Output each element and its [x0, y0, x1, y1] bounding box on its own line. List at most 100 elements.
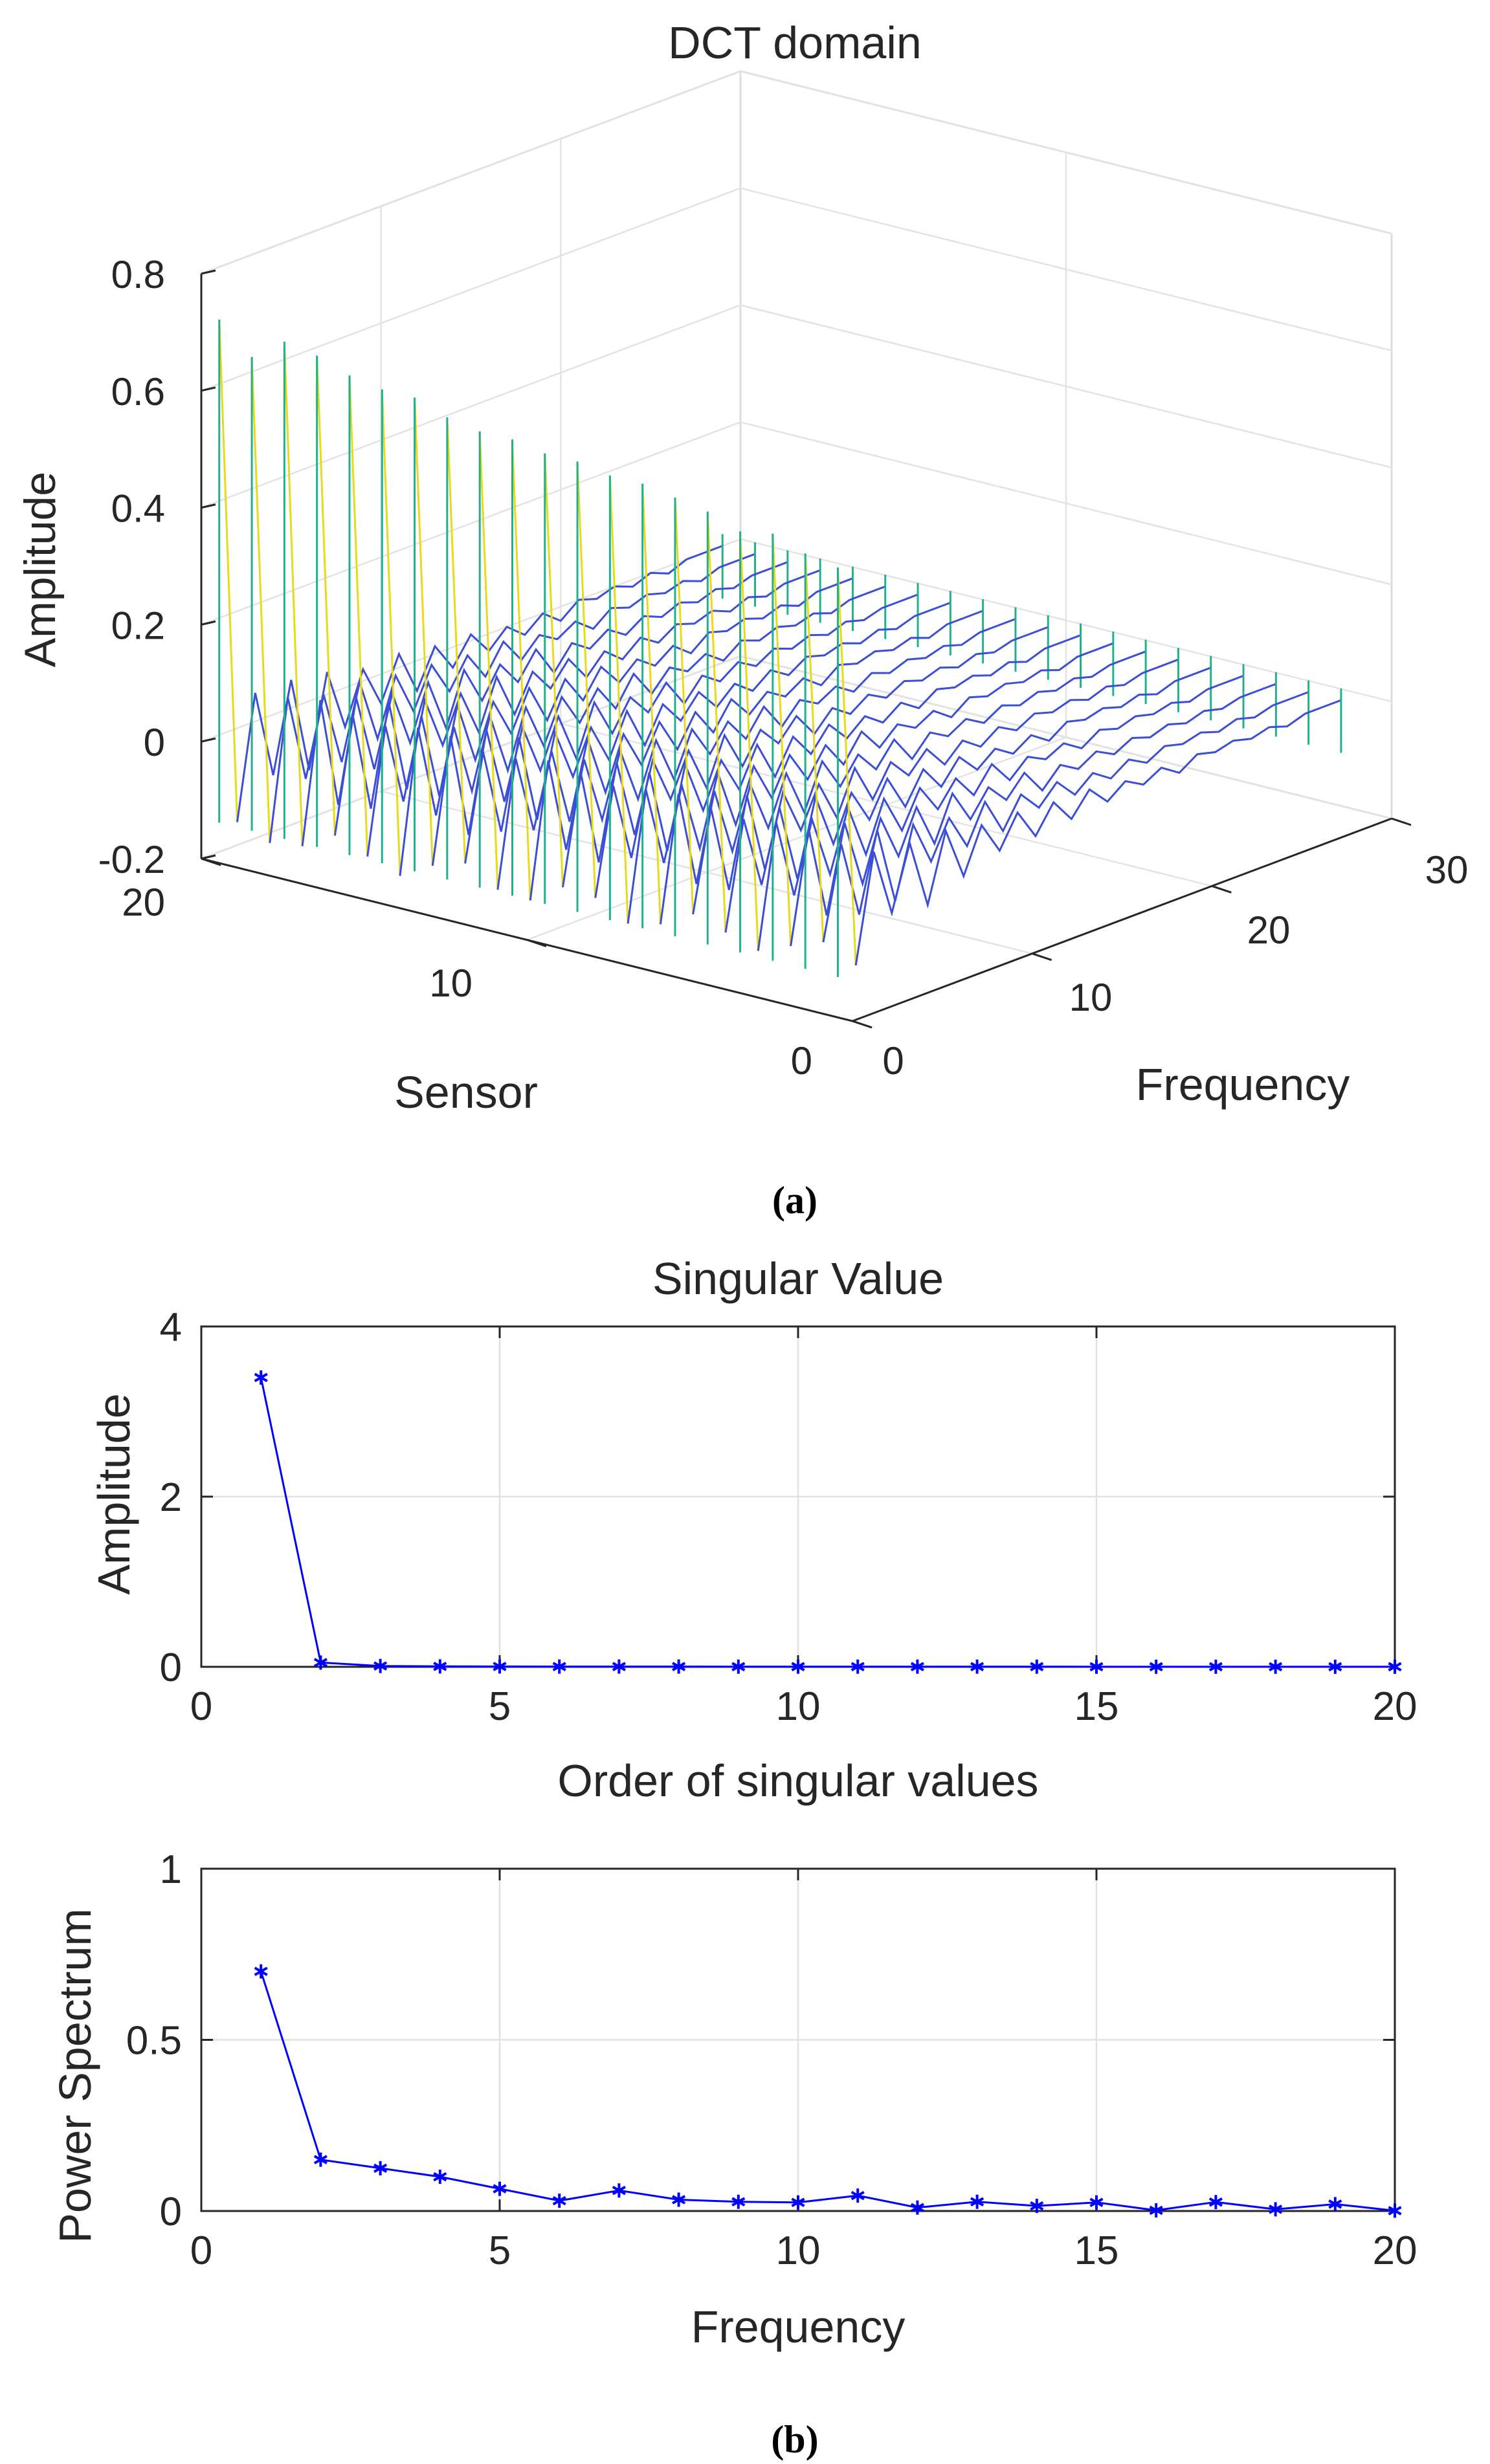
- marker-stroke: [910, 1662, 924, 1671]
- z-tick: [201, 737, 216, 743]
- surface-curve: [790, 683, 1276, 947]
- data-point-marker: [433, 2170, 447, 2184]
- z-tick-label: 0.4: [111, 487, 165, 531]
- marker-stroke: [672, 1662, 686, 1671]
- data-point-marker: [1149, 1659, 1163, 1674]
- surface-curve-high: [772, 533, 792, 947]
- marker-stroke: [313, 1658, 328, 1667]
- marker-stroke: [1030, 1662, 1044, 1671]
- data-point-marker: [910, 1659, 924, 1674]
- marker-stroke: [910, 2203, 924, 2212]
- data-point-marker: [1328, 2197, 1342, 2212]
- marker-stroke: [851, 1662, 865, 1671]
- y-tick-label: 2: [160, 1475, 182, 1520]
- x-tick-label: 10: [776, 1684, 821, 1729]
- caption-b: (b): [771, 2418, 818, 2461]
- marker-stroke: [373, 2163, 388, 2173]
- power-spectrum-chart: 0 5 10 15 20 0 0.5 1 Frequency Power Spectrum (…: [50, 1847, 1417, 2461]
- data-point-marker: [1030, 1659, 1044, 1674]
- data-point-marker: [254, 1964, 268, 1979]
- marker-stroke: [1030, 2201, 1044, 2211]
- data-point-marker: [672, 1659, 686, 1674]
- marker-stroke: [1388, 1662, 1402, 1672]
- surface-curve: [854, 699, 1342, 966]
- surface-curve-high: [381, 389, 401, 876]
- frequency-tick-label: 10: [1069, 976, 1113, 1019]
- data-point-marker: [1208, 1659, 1223, 1674]
- marker-stroke: [552, 2195, 566, 2206]
- data-point-marker: [493, 1659, 507, 1674]
- data-point-marker: [731, 1659, 746, 1674]
- marker-stroke: [731, 1662, 746, 1671]
- chart-a-ylabel: Frequency: [1136, 1059, 1350, 1110]
- series-line: [260, 1971, 1395, 2212]
- surface-curve-high: [739, 531, 759, 951]
- x-tick-label: 20: [1373, 2228, 1418, 2273]
- data-point-marker: [1388, 1659, 1402, 1674]
- z-tick: [201, 854, 216, 860]
- marker-stroke: [612, 2186, 626, 2195]
- surface-curve-high: [804, 553, 825, 943]
- surface-curve-high: [250, 357, 271, 843]
- surface-curve-high: [348, 375, 369, 857]
- frequency-tick-label: 0: [882, 1039, 904, 1083]
- marker-stroke: [970, 1662, 984, 1671]
- z-tick-label: 0: [144, 721, 165, 764]
- sensor-tick-label: 0: [791, 1039, 812, 1083]
- x-tick-label: 5: [489, 2228, 511, 2273]
- surface-curve-high: [608, 475, 629, 924]
- sensor-tick: [526, 939, 547, 947]
- surface-curve-high: [706, 511, 727, 933]
- marker-stroke: [254, 1966, 268, 1976]
- marker-stroke: [612, 1662, 626, 1671]
- surface-curve-high: [414, 397, 434, 866]
- caption-a: (a): [772, 1179, 817, 1222]
- surface-curve: [659, 650, 1146, 925]
- data-point-marker: [791, 1659, 805, 1674]
- marker-stroke: [1269, 1662, 1283, 1672]
- marker-stroke: [1208, 1662, 1223, 1672]
- surface-curve-high: [641, 483, 662, 925]
- chart-a-grid: [201, 70, 1392, 954]
- marker-stroke: [1089, 2197, 1104, 2208]
- chart-a-axes: [200, 269, 1412, 1029]
- data-point-marker: [1269, 2202, 1283, 2217]
- surface-curve-high: [576, 461, 597, 898]
- data-point-marker: [1149, 2203, 1163, 2217]
- x-tick-label: 15: [1074, 2228, 1119, 2273]
- surface-curve-high: [283, 342, 304, 846]
- sensor-tick-label: 10: [429, 962, 473, 1005]
- y-tick-label: 1: [160, 1847, 182, 1892]
- x-tick-label: 10: [776, 2228, 821, 2273]
- data-point-marker: [373, 1658, 388, 1673]
- x-tick-label: 5: [489, 1684, 511, 1729]
- chart-b2-ylabel: Power Spectrum: [50, 1908, 100, 2243]
- marker-stroke: [672, 2195, 686, 2205]
- data-point-marker: [970, 2194, 984, 2209]
- surface-curve-high: [674, 498, 695, 915]
- surface-curve-high: [446, 417, 467, 864]
- marker-stroke: [493, 1662, 507, 1671]
- marker-stroke: [791, 2197, 805, 2208]
- chart-a-tick-labels: -0.2 0 0.2 0.4 0.6 0.8 0 10 20 0 10 20 30: [98, 253, 1469, 1083]
- z-tick-label: -0.2: [98, 838, 165, 881]
- marker-stroke: [1328, 1662, 1342, 1672]
- frequency-tick-label: 20: [1247, 908, 1291, 952]
- z-tick: [201, 269, 216, 275]
- data-point-marker: [1089, 2195, 1104, 2210]
- frequency-tick: [1211, 885, 1232, 894]
- data-point-marker: [612, 1659, 626, 1674]
- dct-surface-chart: DCT domain -0.2 0 0.2 0.4 0.6 0.8 0 10 20 0 10 20 30…: [16, 17, 1468, 1222]
- data-point-marker: [1030, 2199, 1044, 2214]
- data-point-marker: [493, 2181, 507, 2196]
- surface-curve-high: [837, 567, 857, 965]
- z-tick-label: 0.6: [111, 370, 165, 413]
- data-point-marker: [1269, 1659, 1283, 1674]
- marker-stroke: [1149, 2205, 1163, 2216]
- surface-curve: [757, 674, 1244, 951]
- chart-a-title: DCT domain: [668, 17, 922, 68]
- marker-stroke: [552, 1662, 566, 1671]
- frequency-tick-label: 30: [1425, 848, 1469, 892]
